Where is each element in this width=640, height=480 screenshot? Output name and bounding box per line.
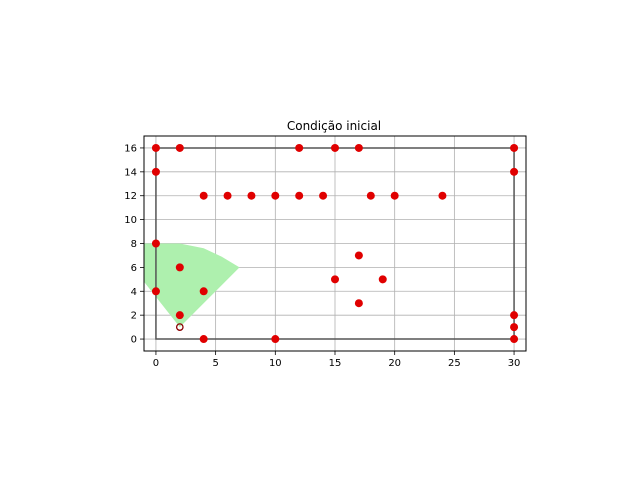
data-point-12 <box>295 191 304 200</box>
data-point-29 <box>271 335 280 344</box>
y-tick-label-1: 2 <box>131 311 137 322</box>
data-point-19 <box>175 263 184 272</box>
x-tick-label-1: 5 <box>212 358 218 369</box>
y-tick-label-8: 16 <box>124 143 137 154</box>
data-point-21 <box>378 275 387 284</box>
data-point-23 <box>199 287 208 296</box>
sensor-cone <box>144 243 240 328</box>
data-point-9 <box>223 191 232 200</box>
data-point-7 <box>510 167 519 176</box>
data-point-22 <box>151 287 160 296</box>
y-tick-label-0: 0 <box>131 335 137 346</box>
y-tick-label-2: 4 <box>131 287 137 298</box>
data-point-26 <box>510 311 519 320</box>
x-tick-label-0: 0 <box>153 358 159 369</box>
data-point-25 <box>175 311 184 320</box>
data-point-15 <box>390 191 399 200</box>
data-point-30 <box>510 335 519 344</box>
data-point-20 <box>331 275 339 284</box>
data-point-1 <box>175 143 184 152</box>
data-point-5 <box>510 143 519 152</box>
data-point-28 <box>199 335 208 344</box>
robot-marker <box>175 323 184 331</box>
y-tick-label-3: 6 <box>131 263 137 274</box>
data-point-14 <box>366 191 375 200</box>
data-point-3 <box>331 143 339 152</box>
data-point-11 <box>271 191 280 200</box>
x-tick-label-5: 25 <box>448 358 461 369</box>
x-tick-label-4: 20 <box>388 358 401 369</box>
y-tick-label-7: 14 <box>124 167 137 178</box>
data-point-24 <box>354 299 363 308</box>
plot-area: 0 5 10 15 20 25 30 0 2 4 6 8 10 12 14 16 <box>124 135 527 369</box>
y-tick-label-6: 12 <box>124 191 137 202</box>
data-point-6 <box>151 167 160 176</box>
x-tick-label-2: 10 <box>269 358 282 369</box>
x-tick-label-3: 15 <box>329 358 342 369</box>
data-point-16 <box>438 191 447 200</box>
y-tick-label-5: 10 <box>124 215 137 226</box>
data-point-27 <box>510 323 519 332</box>
data-point-0 <box>151 143 160 152</box>
data-point-8 <box>199 191 208 200</box>
x-tick-label-6: 30 <box>508 358 521 369</box>
chart-title: Condição inicial <box>287 119 381 133</box>
y-tick-label-4: 8 <box>131 239 137 250</box>
data-point-2 <box>295 143 304 152</box>
data-point-13 <box>319 191 328 200</box>
data-point-4 <box>354 143 363 152</box>
data-point-10 <box>247 191 256 200</box>
data-point-17 <box>151 239 160 248</box>
data-point-18 <box>354 251 363 260</box>
